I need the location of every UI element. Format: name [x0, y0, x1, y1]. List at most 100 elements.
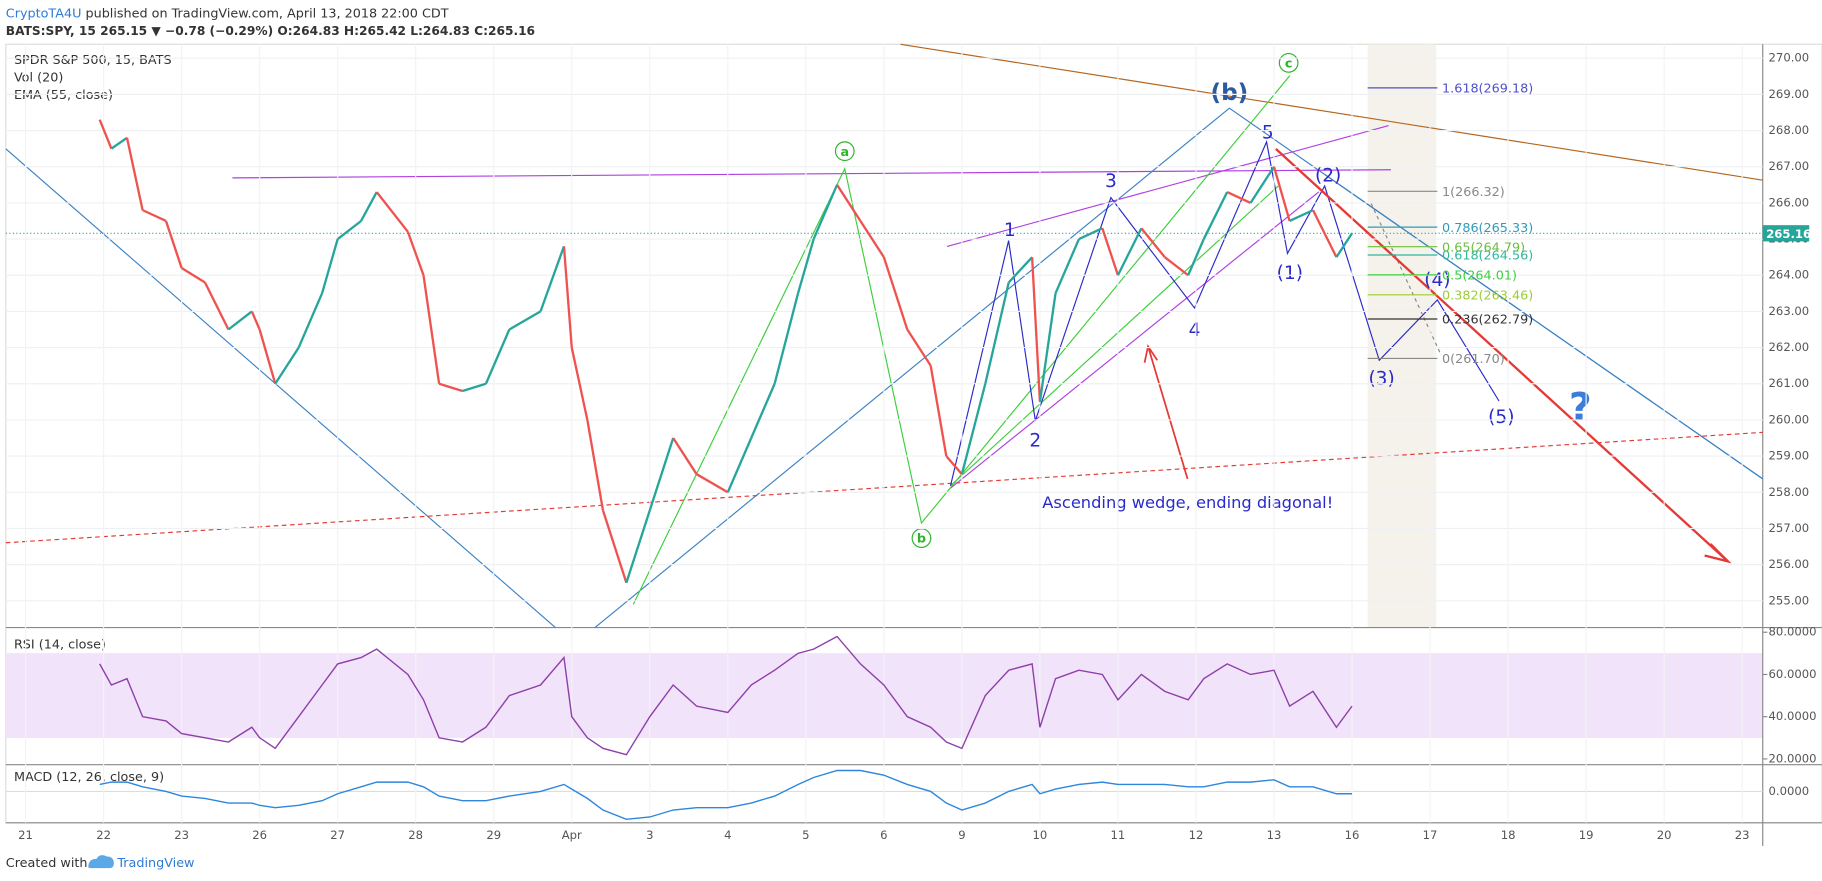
- price-segment: [984, 282, 1010, 385]
- legend: EMA (55, close): [14, 88, 113, 103]
- macd-tick-label: 0.0000: [1769, 784, 1810, 798]
- price-segment: [601, 510, 628, 584]
- x-tick-label: 16: [1345, 828, 1360, 842]
- x-tick-label: 9: [958, 828, 965, 842]
- price-segment: [882, 256, 909, 330]
- x-tick-label: 10: [1033, 828, 1048, 842]
- wave-label: 2: [1029, 430, 1041, 451]
- wave-label: b: [917, 532, 926, 547]
- price-segment: [125, 137, 144, 211]
- x-tick-label: 28: [408, 828, 423, 842]
- x-tick-label: 29: [486, 828, 501, 842]
- y-tick-label: 269.00: [1769, 87, 1810, 101]
- price-segment: [570, 347, 589, 421]
- price-segment: [250, 310, 261, 330]
- price-segment: [836, 184, 862, 222]
- abc: [632, 75, 1291, 605]
- fib-label: 1(266.32): [1442, 185, 1505, 200]
- rsi-tick-label: 80.0000: [1769, 625, 1817, 639]
- price-segment: [750, 383, 776, 439]
- price-segment: [336, 220, 362, 240]
- price-segment: [1335, 232, 1354, 258]
- wave-label: (5): [1488, 407, 1514, 428]
- question: ?: [1569, 385, 1592, 431]
- arrow-head: [1143, 344, 1159, 363]
- footer-brand[interactable]: TradingView: [116, 856, 194, 871]
- fib-label: 0.618(264.56): [1442, 249, 1533, 264]
- y-tick-label: 262.00: [1769, 340, 1810, 354]
- x-tick-label: 27: [330, 828, 345, 842]
- wave-circle: [834, 141, 855, 162]
- price-segment: [796, 238, 815, 294]
- wedge: [950, 191, 1320, 489]
- x-tick-label: 18: [1501, 828, 1516, 842]
- y-tick-label: 260.00: [1769, 412, 1810, 426]
- price-segment: [1226, 190, 1252, 204]
- price-segment: [484, 329, 511, 385]
- trendline: [5, 148, 556, 629]
- y-tick-label: 268.00: [1769, 123, 1810, 137]
- wave-label: (2): [1315, 165, 1341, 186]
- price-segment: [672, 437, 698, 475]
- x-tick-label: 6: [880, 828, 887, 842]
- price-segment: [906, 328, 932, 367]
- legend: RSI (14, close): [14, 637, 106, 652]
- waves: [949, 139, 1500, 486]
- wave-label: (3): [1368, 369, 1394, 390]
- x-tick-label: 12: [1189, 828, 1204, 842]
- price-segment: [1038, 293, 1057, 403]
- price-segment: [1007, 256, 1033, 284]
- logo[interactable]: [88, 855, 114, 869]
- x-tick-label: 11: [1111, 828, 1126, 842]
- price-segment: [203, 281, 230, 331]
- price-segment: [696, 473, 729, 494]
- price-segment: [1202, 191, 1229, 240]
- x-tick-label: 17: [1423, 828, 1438, 842]
- price-segment: [462, 382, 487, 393]
- x-tick-label: 26: [252, 828, 267, 842]
- wave-label: 1: [1004, 220, 1016, 241]
- price-segment: [945, 455, 963, 475]
- fib-label: 0.65(264.79): [1442, 240, 1525, 255]
- wave-label: (b): [1210, 79, 1248, 106]
- y-tick-label: 256.00: [1769, 557, 1810, 571]
- y-tick-label: 267.00: [1769, 159, 1810, 173]
- price-segment: [859, 220, 885, 258]
- price-segment: [1030, 257, 1042, 402]
- price-segment: [297, 292, 324, 349]
- price-segment: [586, 419, 605, 511]
- price-segment: [1311, 209, 1338, 258]
- header: CryptoTA4U published on TradingView.com,…: [6, 7, 449, 22]
- x-tick-label: 3: [646, 828, 653, 842]
- rsi-tick-label: 20.0000: [1769, 751, 1817, 765]
- arrow: [1147, 346, 1189, 480]
- price-segment: [227, 310, 253, 331]
- author: CryptoTA4U: [6, 7, 82, 22]
- rsi-tick-label: 40.0000: [1769, 709, 1817, 723]
- price-segment: [110, 136, 128, 150]
- price-segment: [1140, 227, 1166, 258]
- y-tick-label: 266.00: [1769, 195, 1810, 209]
- y-tick-label: 255.00: [1769, 593, 1810, 607]
- legend: Vol (20): [14, 70, 63, 85]
- price-segment: [1272, 166, 1291, 222]
- legend: MACD (12, 26, close, 9): [14, 770, 164, 785]
- trendline: [232, 169, 1391, 179]
- wedge: [950, 185, 1279, 487]
- price-segment: [1164, 256, 1189, 277]
- price-segment: [274, 346, 300, 385]
- y-tick-label: 263.00: [1769, 304, 1810, 318]
- wave-label: c: [1285, 57, 1293, 72]
- price-segment: [1187, 238, 1205, 276]
- y-tick-label: 264.00: [1769, 268, 1810, 282]
- price-segment: [360, 191, 378, 222]
- wave-label: 5: [1262, 122, 1274, 143]
- arrow-head: [1704, 543, 1732, 564]
- fib-label: 0.236(262.79): [1442, 313, 1533, 328]
- drawings: [5, 43, 1764, 629]
- price-segment: [1289, 209, 1314, 223]
- price-segment: [406, 231, 425, 276]
- y-tick-label: 261.00: [1769, 376, 1810, 390]
